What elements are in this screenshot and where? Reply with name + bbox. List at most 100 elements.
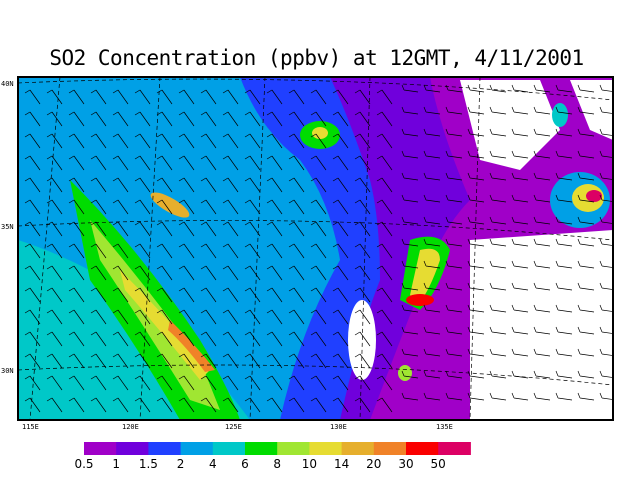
wind-barb bbox=[401, 260, 419, 269]
wind-barb bbox=[46, 133, 63, 149]
wind-barb bbox=[244, 199, 261, 215]
wind-barb bbox=[533, 370, 551, 379]
wind-barb bbox=[178, 243, 195, 259]
wind-barb bbox=[332, 287, 349, 303]
grid-lines bbox=[18, 77, 613, 420]
wind-barb bbox=[401, 238, 419, 247]
wind-barb bbox=[156, 243, 173, 259]
wind-barb bbox=[24, 353, 41, 369]
wind-barb bbox=[178, 265, 195, 281]
wind-barb bbox=[489, 150, 507, 159]
wind-barb bbox=[467, 370, 485, 379]
wind-barb bbox=[376, 331, 393, 347]
wind-barb bbox=[401, 106, 419, 115]
wind-barb bbox=[376, 89, 393, 105]
wind-barb bbox=[90, 133, 107, 149]
wind-barb bbox=[244, 397, 261, 413]
wind-barb bbox=[577, 304, 595, 313]
wind-barb bbox=[24, 265, 41, 281]
wind-barb bbox=[577, 282, 595, 291]
wind-barb bbox=[533, 260, 551, 269]
wind-barb bbox=[332, 397, 349, 413]
wind-barb bbox=[445, 238, 463, 247]
wind-barb bbox=[222, 397, 239, 413]
wind-barb bbox=[401, 172, 419, 181]
wind-barb bbox=[376, 243, 393, 259]
wind-barb bbox=[156, 133, 173, 149]
wind-barb bbox=[46, 155, 63, 171]
wind-barb bbox=[467, 216, 485, 225]
wind-barb bbox=[376, 133, 393, 149]
wind-barb bbox=[445, 194, 463, 203]
wind-barb bbox=[489, 260, 507, 269]
wind-barb bbox=[244, 353, 261, 369]
wind-barb bbox=[112, 309, 129, 325]
colorbar-swatch bbox=[341, 442, 375, 455]
wind-barb bbox=[156, 353, 173, 369]
wind-barb bbox=[200, 111, 217, 127]
wind-barb bbox=[445, 260, 463, 269]
wind-barb bbox=[288, 331, 305, 347]
wind-barb bbox=[112, 243, 129, 259]
wind-barb bbox=[288, 265, 305, 281]
wind-barb bbox=[24, 331, 41, 347]
wind-barb bbox=[354, 177, 371, 193]
wind-barb bbox=[244, 177, 261, 193]
colorbar-swatch bbox=[309, 442, 343, 455]
wind-barb bbox=[222, 243, 239, 259]
wind-barb bbox=[90, 111, 107, 127]
wind-barb bbox=[511, 194, 529, 203]
lat-label: 40N bbox=[1, 80, 14, 88]
wind-barb bbox=[577, 348, 595, 357]
wind-barb bbox=[599, 348, 613, 356]
wind-barb bbox=[577, 172, 595, 181]
wind-barb bbox=[533, 194, 551, 203]
wind-barb bbox=[445, 282, 463, 291]
wind-barb bbox=[222, 89, 239, 105]
wind-barb bbox=[156, 309, 173, 325]
wind-barb bbox=[46, 331, 63, 347]
wind-barb bbox=[401, 304, 419, 313]
wind-barb bbox=[310, 155, 327, 171]
wind-barb bbox=[90, 287, 107, 303]
wind-barb bbox=[423, 84, 441, 93]
wind-barb bbox=[445, 216, 463, 225]
wind-barb bbox=[332, 353, 349, 369]
wind-barb bbox=[599, 392, 613, 400]
wind-barb bbox=[112, 353, 129, 369]
wind-barb bbox=[332, 133, 349, 149]
wind-barb bbox=[310, 243, 327, 259]
wind-barb bbox=[555, 326, 573, 335]
wind-barb bbox=[332, 309, 349, 325]
wind-barb bbox=[354, 243, 371, 259]
wind-barb bbox=[376, 287, 393, 303]
wind-barb bbox=[310, 309, 327, 325]
wind-barb bbox=[332, 375, 349, 391]
wind-barb bbox=[134, 155, 151, 171]
wind-barb bbox=[555, 238, 573, 247]
wind-barb bbox=[599, 84, 613, 92]
wind-barb bbox=[511, 260, 529, 269]
wind-barb bbox=[555, 216, 573, 225]
wind-barb bbox=[423, 348, 441, 357]
wind-barb bbox=[467, 304, 485, 313]
wind-barb bbox=[533, 128, 551, 137]
wind-barb bbox=[200, 265, 217, 281]
wind-barb bbox=[134, 309, 151, 325]
wind-barb bbox=[599, 106, 613, 114]
wind-barb bbox=[599, 304, 613, 312]
wind-barb bbox=[376, 199, 393, 215]
wind-barb bbox=[68, 375, 85, 391]
wind-barb bbox=[310, 177, 327, 193]
wind-barb bbox=[222, 353, 239, 369]
wind-barb bbox=[288, 177, 305, 193]
wind-barb bbox=[46, 397, 63, 413]
wind-barb bbox=[445, 128, 463, 137]
wind-barb bbox=[68, 155, 85, 171]
wind-barb bbox=[24, 375, 41, 391]
wind-barb bbox=[24, 199, 41, 215]
wind-barb bbox=[555, 370, 573, 379]
lon-label: 120E bbox=[122, 423, 139, 431]
wind-barb bbox=[445, 304, 463, 313]
